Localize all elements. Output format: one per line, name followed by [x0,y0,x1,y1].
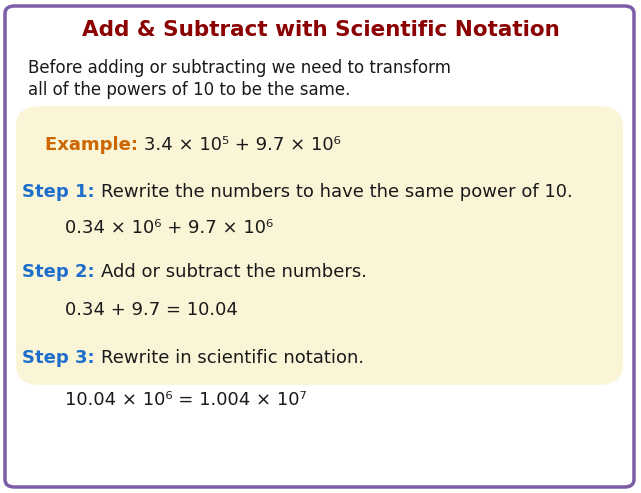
Text: Rewrite in scientific notation.: Rewrite in scientific notation. [101,349,364,367]
Text: Step 3:: Step 3: [22,349,101,367]
Text: 3.4 × 10⁵ + 9.7 × 10⁶: 3.4 × 10⁵ + 9.7 × 10⁶ [144,136,341,154]
Text: all of the powers of 10 to be the same.: all of the powers of 10 to be the same. [28,81,351,99]
Text: Before adding or subtracting we need to transform: Before adding or subtracting we need to … [28,59,451,77]
Text: Step 1:: Step 1: [22,183,101,201]
FancyBboxPatch shape [5,6,634,487]
Text: 10.04 × 10⁶ = 1.004 × 10⁷: 10.04 × 10⁶ = 1.004 × 10⁷ [65,391,307,409]
Text: 0.34 + 9.7 = 10.04: 0.34 + 9.7 = 10.04 [65,301,238,319]
Text: Example:: Example: [45,136,144,154]
Text: Step 2:: Step 2: [22,263,101,281]
Text: 0.34 × 10⁶ + 9.7 × 10⁶: 0.34 × 10⁶ + 9.7 × 10⁶ [65,219,273,237]
FancyBboxPatch shape [16,106,623,385]
Text: Add & Subtract with Scientific Notation: Add & Subtract with Scientific Notation [81,20,560,40]
Text: Rewrite the numbers to have the same power of 10.: Rewrite the numbers to have the same pow… [101,183,572,201]
Text: Add or subtract the numbers.: Add or subtract the numbers. [101,263,367,281]
